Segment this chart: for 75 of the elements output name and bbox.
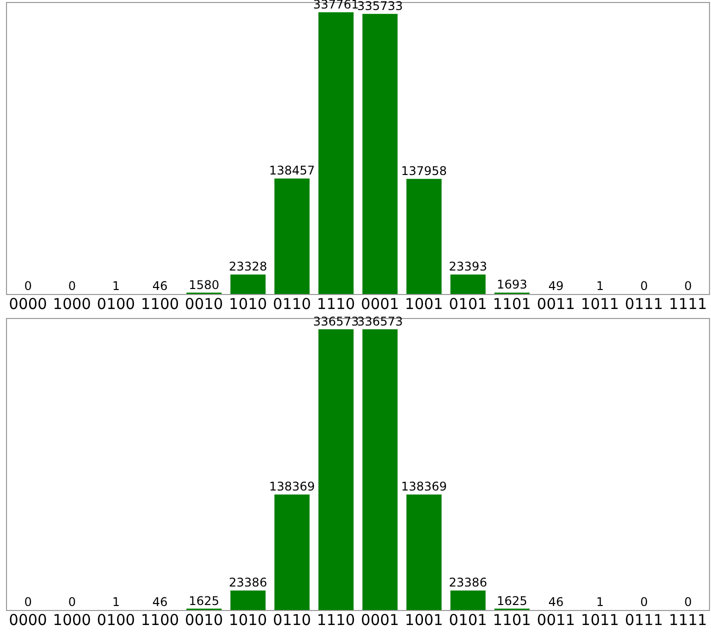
x-tick-label: 0011 — [536, 294, 576, 313]
data-label: 336573 — [357, 314, 403, 328]
x-tick-label: 1011 — [580, 294, 620, 313]
data-label: 0 — [68, 595, 76, 610]
data-label: 1 — [596, 595, 604, 610]
x-tick-label: 0000 — [8, 294, 48, 313]
x-tick-label: 1010 — [228, 294, 268, 313]
bar — [318, 329, 354, 610]
x-tick-label: 0001 — [360, 610, 400, 629]
x-tick-label: 1100 — [140, 294, 180, 313]
bar — [318, 12, 354, 294]
data-label: 138369 — [401, 480, 447, 494]
data-label: 1625 — [496, 594, 528, 608]
data-label: 46 — [152, 595, 168, 610]
x-tick-label: 0111 — [624, 610, 664, 629]
data-label: 138369 — [269, 480, 315, 494]
bar — [362, 14, 398, 294]
x-tick-label: 1111 — [668, 610, 708, 629]
data-label: 23393 — [448, 260, 488, 274]
x-tick-label: 1101 — [492, 610, 532, 629]
x-tick-label: 1010 — [228, 610, 268, 629]
bar — [274, 494, 310, 610]
x-tick-label: 1000 — [52, 294, 92, 313]
bar — [274, 178, 310, 294]
data-label: 23386 — [448, 576, 488, 590]
data-label: 49 — [548, 279, 564, 294]
x-tick-label: 0000 — [8, 610, 48, 629]
x-tick-label: 0111 — [624, 294, 664, 313]
x-tick-label: 0001 — [360, 294, 400, 313]
data-label: 335733 — [357, 0, 403, 14]
data-label: 1 — [112, 595, 120, 610]
x-tick-label: 1001 — [404, 610, 444, 629]
data-label: 23328 — [228, 260, 268, 274]
data-label: 137958 — [401, 164, 447, 178]
data-label: 0 — [24, 279, 32, 294]
x-tick-label: 0010 — [184, 610, 224, 629]
data-label: 46 — [548, 595, 564, 610]
x-tick-label: 0110 — [272, 610, 312, 629]
x-tick-label: 1101 — [492, 294, 532, 313]
data-label: 46 — [152, 279, 168, 294]
bar — [230, 590, 266, 610]
data-label: 23386 — [228, 576, 268, 590]
x-tick-label: 1110 — [316, 294, 356, 313]
x-tick-label: 0101 — [448, 294, 488, 313]
bar — [406, 494, 442, 610]
data-label: 1580 — [188, 278, 220, 292]
data-label: 138457 — [269, 164, 315, 178]
data-label: 0 — [24, 595, 32, 610]
bar — [230, 274, 266, 294]
data-label: 0 — [640, 279, 648, 294]
x-tick-label: 1001 — [404, 294, 444, 313]
bar — [450, 590, 486, 610]
data-label: 1625 — [188, 594, 220, 608]
bar — [406, 178, 442, 294]
data-label: 0 — [640, 595, 648, 610]
bar — [362, 329, 398, 610]
x-tick-label: 1100 — [140, 610, 180, 629]
x-tick-label: 1000 — [52, 610, 92, 629]
data-label: 1 — [112, 279, 120, 294]
x-tick-label: 1110 — [316, 610, 356, 629]
data-label: 0 — [684, 595, 692, 610]
data-label: 0 — [684, 279, 692, 294]
x-tick-label: 0101 — [448, 610, 488, 629]
data-label: 1693 — [496, 278, 528, 292]
data-label: 336573 — [313, 314, 359, 328]
x-tick-label: 1011 — [580, 610, 620, 629]
x-tick-label: 0100 — [96, 294, 136, 313]
x-tick-label: 0110 — [272, 294, 312, 313]
x-tick-label: 1111 — [668, 294, 708, 313]
bar — [450, 274, 486, 294]
x-tick-label: 0010 — [184, 294, 224, 313]
x-tick-label: 0100 — [96, 610, 136, 629]
data-label: 1 — [596, 279, 604, 294]
x-tick-label: 0011 — [536, 610, 576, 629]
data-label: 0 — [68, 279, 76, 294]
